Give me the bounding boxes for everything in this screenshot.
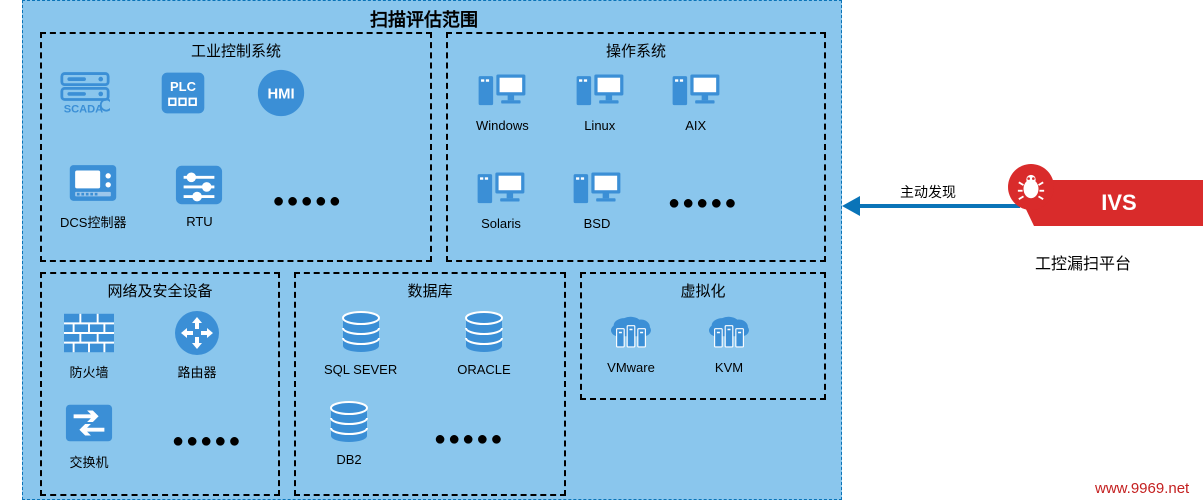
ivs-box: IVS <box>1034 180 1203 226</box>
db-icon <box>336 308 386 358</box>
item-db2: DB2 <box>324 398 374 467</box>
ivs-sublabel: 工控漏扫平台 <box>1035 250 1131 274</box>
os-label: BSD <box>584 216 611 231</box>
region-os-title: 操作系统 <box>448 34 824 67</box>
item-rtu: RTU <box>174 160 224 229</box>
discover-arrow <box>860 204 1020 208</box>
server-cluster-icon <box>606 306 656 356</box>
item-vmware: VMware <box>606 306 656 375</box>
region-net-title: 网络及安全设备 <box>42 274 278 307</box>
db-label: ORACLE <box>457 362 510 377</box>
ivs-label: IVS <box>1101 190 1136 216</box>
db-icon <box>324 398 374 448</box>
ivs-shape: IVS <box>1034 180 1203 226</box>
svg-text:HMI: HMI <box>267 87 294 103</box>
virt-label: KVM <box>715 360 743 375</box>
svg-text:SCADA: SCADA <box>64 103 104 115</box>
item-dcs: DCS控制器 <box>60 158 126 231</box>
item-windows: Windows <box>476 64 529 133</box>
dots-icon: ●●●●● <box>434 428 504 451</box>
item-plc: PLC <box>158 68 208 118</box>
region-db-title: 数据库 <box>296 274 564 307</box>
bug-icon <box>1008 164 1054 210</box>
item-hmi: HMI <box>256 68 306 118</box>
db-label: DB2 <box>336 452 361 467</box>
pc-icon <box>572 162 622 212</box>
plc-icon: PLC <box>158 68 208 118</box>
os-label: AIX <box>685 118 706 133</box>
router-icon <box>172 308 222 358</box>
virt-label: VMware <box>607 360 655 375</box>
db-icon <box>459 308 509 358</box>
switch-label: 交换机 <box>69 452 108 471</box>
scope-title: 扫描评估范围 <box>370 6 478 32</box>
item-kvm: KVM <box>704 306 754 375</box>
item-firewall: 防火墙 <box>64 308 114 381</box>
dcs-icon <box>68 158 118 208</box>
discover-arrow-head <box>842 196 860 216</box>
os-label: Linux <box>584 118 615 133</box>
item-sqlserver: SQL SEVER <box>324 308 397 377</box>
pc-icon <box>575 64 625 114</box>
rtu-label: RTU <box>186 214 212 229</box>
discover-arrow-label: 主动发现 <box>900 182 956 202</box>
pc-icon <box>476 162 526 212</box>
os-label: Solaris <box>481 216 521 231</box>
net-dots: ●●●●● <box>172 416 242 453</box>
rtu-icon <box>174 160 224 210</box>
dots-icon: ●●●●● <box>668 192 738 215</box>
firewall-label: 防火墙 <box>69 362 108 381</box>
db-dots: ●●●●● <box>434 414 504 451</box>
item-switch: 交换机 <box>64 398 114 471</box>
firewall-icon <box>64 308 114 358</box>
item-aix: AIX <box>671 64 721 133</box>
item-bsd: BSD <box>572 162 622 231</box>
region-ics-title: 工业控制系统 <box>42 34 430 67</box>
item-oracle: ORACLE <box>457 308 510 377</box>
os-dots: ●●●●● <box>668 178 738 215</box>
ics-dots: ●●●●● <box>272 176 342 213</box>
pc-icon <box>477 64 527 114</box>
switch-icon <box>64 398 114 448</box>
watermark: www.9969.net <box>1095 480 1189 497</box>
dots-icon: ●●●●● <box>272 190 342 213</box>
svg-text:PLC: PLC <box>170 79 196 94</box>
router-label: 路由器 <box>177 362 216 381</box>
db-label: SQL SEVER <box>324 362 397 377</box>
item-linux: Linux <box>575 64 625 133</box>
region-virt-title: 虚拟化 <box>582 274 824 307</box>
item-router: 路由器 <box>172 308 222 381</box>
item-solaris: Solaris <box>476 162 526 231</box>
scada-icon: SCADA <box>60 68 110 118</box>
os-label: Windows <box>476 118 529 133</box>
server-cluster-icon <box>704 306 754 356</box>
hmi-icon: HMI <box>256 68 306 118</box>
item-scada: SCADA <box>60 68 110 118</box>
dots-icon: ●●●●● <box>172 430 242 453</box>
pc-icon <box>671 64 721 114</box>
dcs-label: DCS控制器 <box>60 212 126 231</box>
